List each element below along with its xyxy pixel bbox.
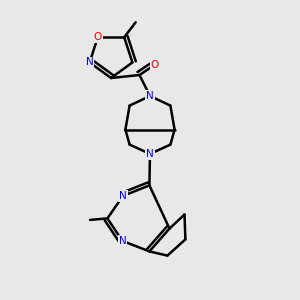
- Text: N: N: [146, 149, 154, 159]
- Text: O: O: [94, 32, 102, 42]
- Text: N: N: [146, 91, 154, 101]
- Text: N: N: [119, 191, 127, 201]
- Text: N: N: [86, 58, 94, 68]
- Text: O: O: [150, 60, 159, 70]
- Text: N: N: [118, 236, 126, 246]
